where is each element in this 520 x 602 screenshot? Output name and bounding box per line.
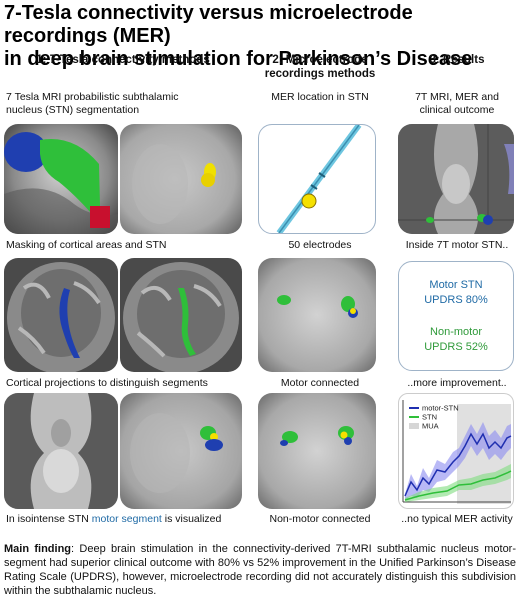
nonmotor-label: Non-motor <box>430 326 482 338</box>
mri-coronal-motor-projection-image <box>4 258 118 372</box>
mri-coronal-nonmotor-projection-image <box>120 258 242 372</box>
motor-updrs-value: UPDRS 80% <box>424 294 488 306</box>
col1-intro-line-2: nucleus (STN) segmentation <box>6 104 140 116</box>
result-mri-image <box>398 124 514 234</box>
column-2-heading-line-2: recordings methods <box>264 68 376 80</box>
col3-intro: 7T MRI, MER and clinical outcome <box>398 91 516 117</box>
column-1-heading: 1: 7-Tesla connectivity methods <box>36 54 210 66</box>
mri-axial-motor-segment-image <box>120 393 242 509</box>
mer-nonmotor-connected-image <box>258 393 376 509</box>
title-line-2: in deep brain stimulation for Parkinson’… <box>4 48 473 70</box>
column-2-heading-line-1: 2: Microelectrode <box>272 54 368 66</box>
col3-intro-line-2: clinical outcome <box>419 104 495 116</box>
col2-caption-1: 50 electrodes <box>288 239 352 251</box>
col1-caption-3: In isointense STN motor segment is visua… <box>6 513 242 526</box>
col3-intro-line-1: 7T MRI, MER and <box>415 91 499 103</box>
page-title: 7-Tesla connectivity versus microelectro… <box>4 2 518 71</box>
mer-motor-connected-image <box>258 258 376 372</box>
mri-sagittal-segmentation-image <box>4 124 118 234</box>
main-finding-label: Main finding <box>4 543 72 555</box>
col1-intro: 7 Tesla MRI probabilistic subthalamic nu… <box>6 91 242 117</box>
legend-motor-stn: motor-STN <box>422 404 459 413</box>
col3-caption-2: ..more improvement.. <box>407 377 507 389</box>
col3-caption-3: ..no typical MER activity <box>401 513 513 525</box>
legend-mua: MUA <box>422 422 439 431</box>
col1-caption-2: Cortical projections to distinguish segm… <box>6 377 208 389</box>
mri-axial-isointense-image <box>4 393 118 509</box>
col1-caption-3-prefix: In isointense STN <box>6 513 92 525</box>
col2-intro: MER location in STN <box>271 91 369 103</box>
legend-stn: STN <box>422 413 437 422</box>
mri-axial-stn-image <box>120 124 242 234</box>
mer-electrode-diagram <box>258 124 376 234</box>
col1-caption-1: Masking of cortical areas and STN <box>6 239 167 251</box>
title-line-1: 7-Tesla connectivity versus microelectro… <box>4 2 413 47</box>
nonmotor-updrs-value: UPDRS 52% <box>424 341 488 353</box>
col2-caption-3: Non-motor connected <box>269 513 371 525</box>
mua-trace-plot: motor-STN STN MUA <box>398 393 514 509</box>
col1-intro-line-1: 7 Tesla MRI probabilistic subthalamic <box>6 91 179 103</box>
col1-caption-3-highlight: motor segment <box>91 513 162 525</box>
motor-stn-label: Motor STN <box>429 279 483 291</box>
col1-caption-3-suffix: is visualized <box>161 513 222 525</box>
column-2-heading: 2: Microelectrode recordings methods <box>250 53 390 81</box>
col2-caption-2: Motor connected <box>280 377 360 389</box>
main-finding: Main finding: Deep brain stimulation in … <box>4 542 516 598</box>
main-finding-text: : Deep brain stimulation in the connecti… <box>4 543 517 597</box>
result-summary-box: Motor STN UPDRS 80% Non-motor UPDRS 52% <box>398 261 514 371</box>
column-3-heading: 3: Results <box>429 54 485 66</box>
col3-caption-1: Inside 7T motor STN.. <box>405 239 509 251</box>
